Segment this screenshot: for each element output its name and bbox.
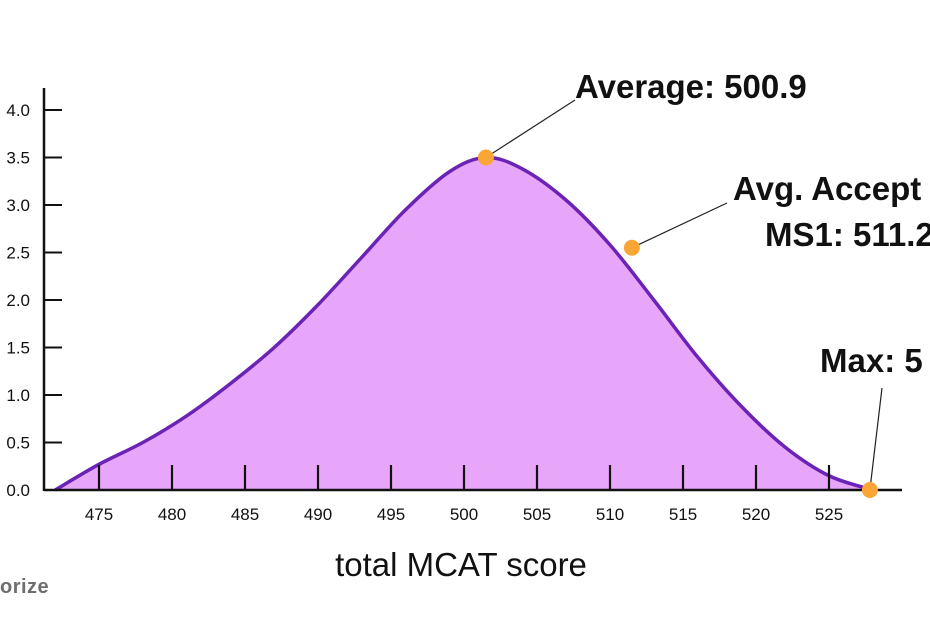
annotation-label: Max: 5 [820,342,923,379]
x-tick-label: 495 [377,505,405,524]
tick-layer: 0.0 0.5 1.0 1.5 2.0 2.5 3.0 3.5 4.0 475 480 485 490 4… [6,101,843,524]
annotation-layer: Average: 500.9 Avg. Accept MS1: 511.2 Max: … [477,68,930,498]
axes-layer [42,88,902,492]
highlight-marker [477,149,494,166]
annotation-label: MS1: 511.2 [765,216,930,253]
highlight-marker [861,482,878,498]
x-tick-label: 525 [815,505,843,524]
y-tick-label: 1.5 [6,339,30,358]
brand-watermark: orize [0,576,50,598]
area-layer [54,155,874,492]
x-tick-label: 480 [158,505,186,524]
y-tick-label: 0.5 [6,434,30,453]
x-tick-label: 515 [669,505,697,524]
y-tick-label: 3.0 [6,196,30,215]
y-tick-label: 1.0 [6,386,30,405]
annotation-label: Avg. Accept [733,170,921,207]
y-tick-label: 3.5 [6,149,30,168]
x-tick-label: 485 [231,505,259,524]
x-tick-label: 505 [523,505,551,524]
annotation-leader [485,99,576,159]
y-tick-label: 2.0 [6,291,30,310]
y-tick-label: 4.0 [6,101,30,120]
annotation-leader [869,387,883,491]
annotation-leader [631,202,728,249]
x-tick-label: 475 [85,505,113,524]
highlight-marker [623,239,640,256]
x-tick-label: 510 [596,505,624,524]
x-tick-label: 500 [450,505,478,524]
x-axis-title: total MCAT score [335,546,587,583]
x-tick-label: 490 [304,505,332,524]
x-tick-label: 520 [742,505,770,524]
annotation-label: Average: 500.9 [575,68,807,105]
y-tick-label: 2.5 [6,244,30,263]
distribution-area [55,157,873,490]
distribution-curve [54,155,874,492]
y-tick-label: 0.0 [6,481,30,500]
